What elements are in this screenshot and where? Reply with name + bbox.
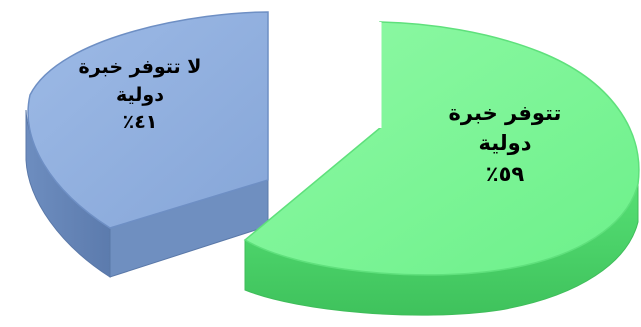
slice-label-line2: دولية xyxy=(116,83,164,106)
slice-top xyxy=(27,11,269,229)
slice-label-line1: تتوفر خبرة xyxy=(448,101,562,125)
slice-label-line2: دولية xyxy=(478,131,532,156)
slice-percent-label: ٥٩٪ xyxy=(485,161,525,186)
pie-slice-no-international-experience xyxy=(25,11,269,278)
slice-label-line1: لا تتوفر خبرة xyxy=(78,56,202,78)
pie-slice-international-experience xyxy=(243,21,640,316)
slice-percent-label: ٤١٪ xyxy=(122,111,158,134)
slice-label-no-international-experience: لا تتوفر خبرة دولية ٤١٪ xyxy=(40,54,240,137)
slice-top xyxy=(243,21,640,276)
slice-label-international-experience: تتوفر خبرة دولية ٥٩٪ xyxy=(420,98,590,189)
